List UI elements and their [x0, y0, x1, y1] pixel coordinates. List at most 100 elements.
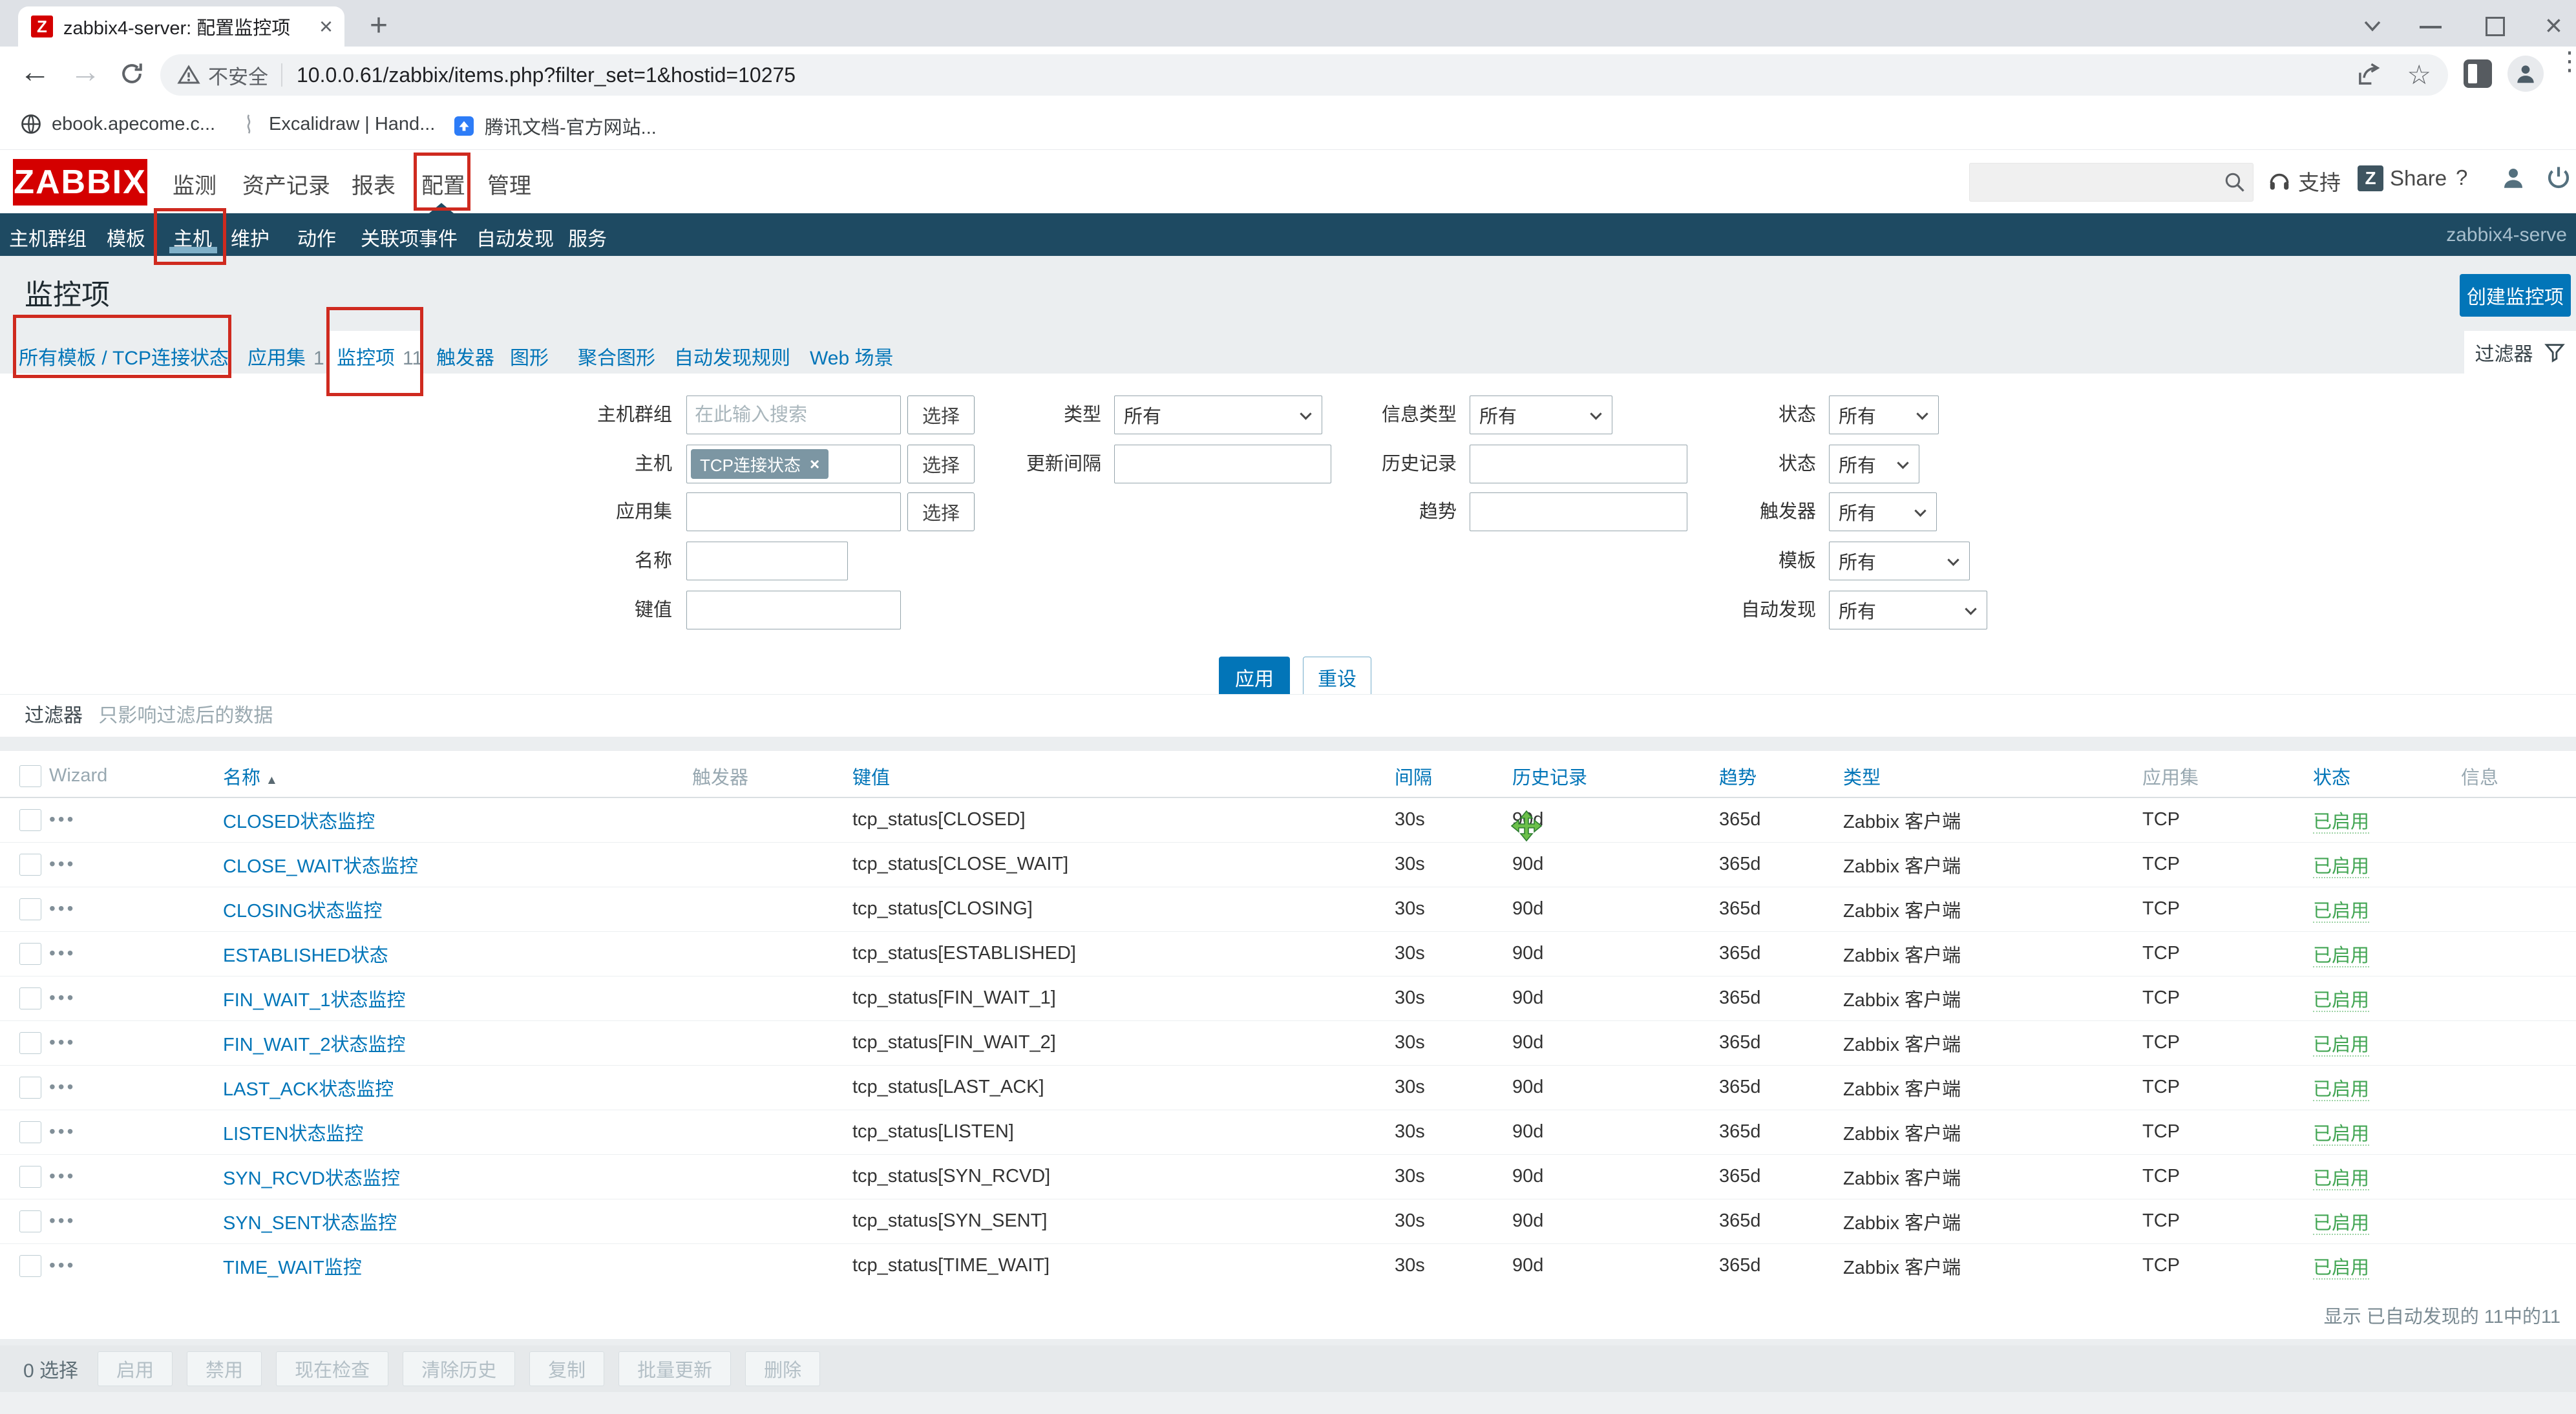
item-name-link[interactable]: CLOSED状态监控 — [223, 811, 375, 832]
tag-remove-icon[interactable]: × — [810, 454, 820, 474]
reload-icon[interactable] — [118, 59, 146, 88]
bookmark-excalidraw[interactable]: Excalidraw | Hand... — [238, 112, 435, 136]
nav-templates[interactable]: 模板 — [107, 229, 145, 250]
row-checkbox[interactable] — [19, 987, 41, 1009]
menu-configuration[interactable]: 配置 — [421, 174, 465, 198]
logout-power-icon[interactable] — [2545, 164, 2572, 191]
wizard-dots-icon[interactable]: ••• — [49, 1255, 76, 1276]
host-input[interactable]: TCP连接状态 × — [686, 445, 901, 483]
row-checkbox[interactable] — [19, 1254, 41, 1277]
mass-update-button[interactable]: 批量更新 — [618, 1351, 732, 1386]
application-input[interactable] — [686, 492, 901, 531]
wizard-dots-icon[interactable]: ••• — [49, 1121, 76, 1141]
kebab-menu-icon[interactable]: ⋮ — [2557, 47, 2576, 76]
disable-button[interactable]: 禁用 — [187, 1351, 262, 1386]
row-checkbox[interactable] — [19, 942, 41, 965]
item-name-link[interactable]: TIME_WAIT监控 — [223, 1257, 362, 1278]
tab-applications[interactable]: 应用集 1 — [248, 348, 324, 369]
item-name-link[interactable]: SYN_SENT状态监控 — [223, 1212, 397, 1234]
bookmark-tencent-docs[interactable]: 腾讯文档-官方网站... — [452, 112, 657, 140]
security-label[interactable]: 不安全 — [208, 65, 268, 89]
browser-tab[interactable]: Z zabbix4-server: 配置监控项 × — [18, 6, 344, 47]
row-checkbox[interactable] — [19, 1076, 41, 1099]
col-status[interactable]: 状态 — [2313, 767, 2351, 788]
bookmark-ebook[interactable]: ebook.apecome.c... — [19, 112, 215, 136]
delete-button[interactable]: 删除 — [745, 1351, 821, 1386]
support-link[interactable]: 支持 — [2267, 165, 2341, 196]
filter-toggle-tab[interactable]: 过滤器 — [2464, 331, 2576, 374]
tab-all-templates-breadcrumb[interactable]: 所有模板 / TCP连接状态 — [19, 348, 229, 369]
item-name-link[interactable]: FIN_WAIT_1状态监控 — [223, 989, 406, 1011]
item-status-link[interactable]: 已启用 — [2313, 900, 2370, 923]
check-now-button[interactable]: 现在检查 — [276, 1351, 389, 1386]
wizard-dots-icon[interactable]: ••• — [49, 854, 76, 874]
window-close-icon[interactable]: × — [2545, 8, 2562, 42]
wizard-dots-icon[interactable]: ••• — [49, 943, 76, 963]
nav-event-correlation[interactable]: 关联项事件 — [361, 229, 458, 250]
nav-discovery[interactable]: 自动发现 — [476, 229, 554, 250]
col-interval[interactable]: 间隔 — [1395, 767, 1433, 788]
menu-administration[interactable]: 管理 — [487, 174, 531, 198]
item-name-link[interactable]: FIN_WAIT_2状态监控 — [223, 1034, 406, 1055]
wizard-dots-icon[interactable]: ••• — [49, 1210, 76, 1230]
url-text[interactable]: 10.0.0.61/zabbix/items.php?filter_set=1&… — [297, 63, 796, 87]
row-checkbox[interactable] — [19, 853, 41, 876]
menu-reports[interactable]: 报表 — [352, 174, 396, 198]
name-input[interactable] — [686, 542, 848, 580]
wizard-dots-icon[interactable]: ••• — [49, 1166, 76, 1186]
wizard-dots-icon[interactable]: ••• — [49, 1077, 76, 1097]
tab-items[interactable]: 监控项 11 — [337, 348, 423, 369]
tab-triggers[interactable]: 触发器 — [436, 348, 494, 369]
item-status-link[interactable]: 已启用 — [2313, 989, 2370, 1012]
forward-icon[interactable]: → — [70, 55, 101, 89]
info-type-select[interactable]: 所有 — [1470, 396, 1612, 434]
item-name-link[interactable]: SYN_RCVD状态监控 — [223, 1168, 400, 1189]
back-icon[interactable]: ← — [19, 55, 50, 89]
bookmark-star-icon[interactable]: ☆ — [2407, 59, 2431, 90]
row-checkbox[interactable] — [19, 1165, 41, 1188]
item-status-link[interactable]: 已启用 — [2313, 1079, 2370, 1101]
nav-services[interactable]: 服务 — [568, 229, 607, 250]
help-icon[interactable]: ? — [2456, 165, 2468, 189]
nav-hosts[interactable]: 主机 — [173, 229, 212, 250]
host-group-input[interactable] — [686, 396, 901, 434]
update-interval-input[interactable] — [1114, 445, 1331, 483]
nav-actions[interactable]: 动作 — [297, 229, 336, 250]
copy-button[interactable]: 复制 — [529, 1351, 605, 1386]
item-name-link[interactable]: CLOSE_WAIT状态监控 — [223, 856, 418, 877]
create-item-button[interactable]: 创建监控项 — [2460, 274, 2571, 317]
reset-button[interactable]: 重设 — [1303, 657, 1371, 698]
address-bar[interactable]: 不安全 10.0.0.61/zabbix/items.php?filter_se… — [160, 54, 2448, 96]
enable-button[interactable]: 启用 — [98, 1351, 173, 1386]
zabbix-logo[interactable]: ZABBIX — [13, 159, 147, 206]
search-icon[interactable] — [2223, 171, 2246, 194]
col-history[interactable]: 历史记录 — [1512, 767, 1588, 788]
status-select[interactable]: 所有 — [1829, 445, 1919, 483]
wizard-dots-icon[interactable]: ••• — [49, 987, 76, 1008]
tab-web-scenarios[interactable]: Web 场景 — [810, 348, 894, 369]
col-key[interactable]: 键值 — [852, 767, 891, 788]
host-group-select-button[interactable]: 选择 — [907, 396, 975, 434]
col-trends[interactable]: 趋势 — [1719, 767, 1757, 788]
share-icon[interactable] — [2355, 61, 2382, 89]
tab-discovery-rules[interactable]: 自动发现规则 — [674, 348, 790, 369]
item-status-link[interactable]: 已启用 — [2313, 1212, 2370, 1235]
row-checkbox[interactable] — [19, 1121, 41, 1143]
wizard-dots-icon[interactable]: ••• — [49, 809, 76, 830]
discovery-select[interactable]: 所有 — [1829, 591, 1987, 629]
nav-host-groups[interactable]: 主机群组 — [9, 229, 87, 250]
col-type[interactable]: 类型 — [1843, 767, 1881, 788]
item-status-link[interactable]: 已启用 — [2313, 811, 2370, 834]
select-all-checkbox[interactable] — [19, 765, 41, 787]
item-name-link[interactable]: CLOSING状态监控 — [223, 900, 383, 922]
item-name-link[interactable]: LISTEN状态监控 — [223, 1123, 364, 1145]
menu-monitoring[interactable]: 监测 — [173, 174, 216, 198]
share-link[interactable]: Z Share — [2358, 165, 2447, 191]
item-status-link[interactable]: 已启用 — [2313, 1257, 2370, 1280]
type-filter-select[interactable]: 所有 — [1114, 396, 1322, 434]
triggers-select[interactable]: 所有 — [1829, 492, 1937, 531]
item-status-link[interactable]: 已启用 — [2313, 1168, 2370, 1190]
item-status-link[interactable]: 已启用 — [2313, 945, 2370, 967]
avatar[interactable] — [2507, 56, 2544, 92]
history-input[interactable] — [1470, 445, 1687, 483]
